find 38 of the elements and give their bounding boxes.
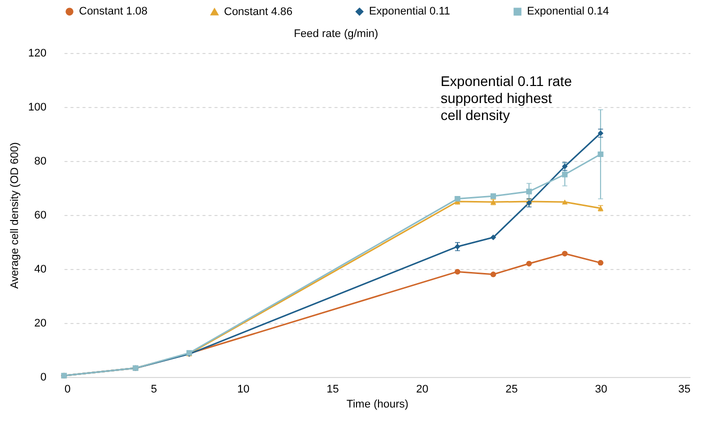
y-tick-label: 40 — [34, 264, 46, 276]
y-tick-label: 100 — [28, 102, 46, 114]
legend-title: Feed rate (g/min) — [294, 28, 378, 40]
y-tick-label: 60 — [34, 210, 46, 222]
point — [562, 250, 568, 256]
point — [454, 244, 460, 250]
x-tick-label: 20 — [416, 384, 428, 396]
y-tick-label: 0 — [40, 372, 46, 384]
x-tick-label: 5 — [150, 384, 157, 396]
point — [454, 268, 460, 274]
point — [490, 272, 496, 278]
point — [562, 164, 568, 170]
point — [526, 260, 532, 266]
y-tick-label: 20 — [34, 318, 46, 330]
point — [454, 196, 460, 202]
point — [598, 130, 604, 136]
annotation: Exponential 0.11 rate supported highest cell density — [440, 73, 572, 124]
x-tick-label: 15 — [326, 384, 339, 396]
x-tick-label: 10 — [237, 384, 250, 396]
legend-label: Exponential 0.11 — [369, 6, 450, 18]
point — [562, 200, 568, 204]
point — [598, 152, 604, 157]
y-tick-label: 120 — [28, 48, 46, 60]
point — [490, 234, 496, 240]
x-tick-label: 35 — [678, 384, 690, 396]
x-tick-label: 30 — [594, 384, 608, 396]
point — [526, 188, 532, 194]
x-tick-label: 0 — [64, 384, 71, 396]
x-axis-title: Time (hours) — [346, 398, 408, 410]
x-tick-label: 25 — [506, 384, 518, 396]
y-tick-label: 80 — [34, 156, 46, 168]
legend-label: Exponential 0.14 — [527, 6, 609, 18]
legend-label: Constant 4.86 — [224, 6, 292, 18]
point — [490, 193, 496, 199]
point — [598, 260, 604, 266]
y-axis-title: Average cell density (OD 600) — [9, 142, 22, 289]
legend-label: Constant 1.08 — [79, 6, 148, 18]
point — [562, 172, 568, 178]
